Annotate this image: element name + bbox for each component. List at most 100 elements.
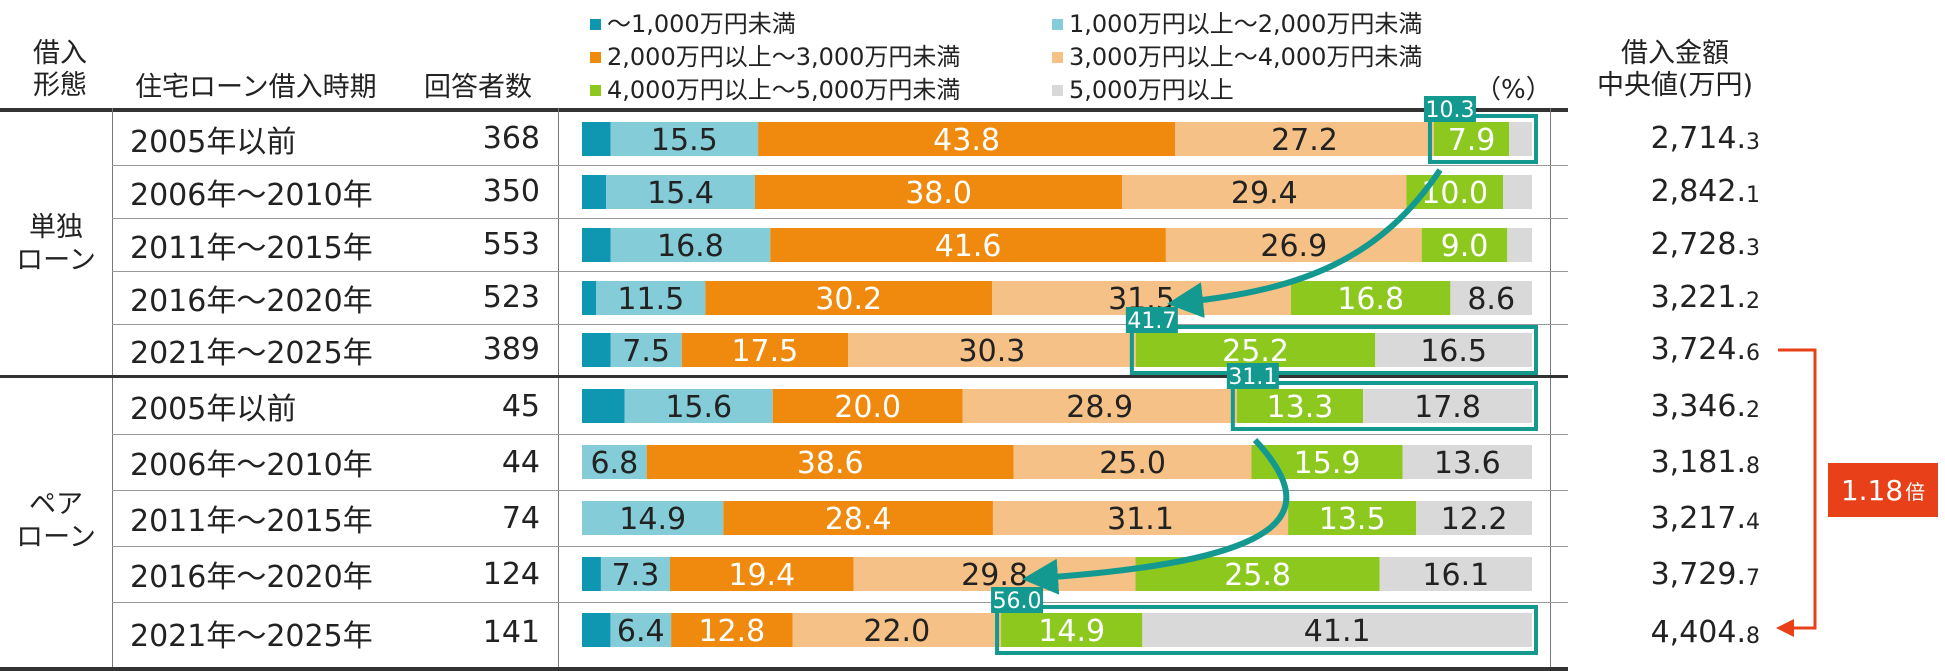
row-divider [112, 434, 1568, 435]
highlight-box [1427, 114, 1538, 164]
highlight-label: 31.1 [1228, 365, 1277, 390]
bar-label: 9.0 [1441, 229, 1489, 264]
bar-label: 29.4 [1231, 176, 1298, 211]
bar-segment [610, 228, 771, 262]
bar-label: 41.6 [935, 229, 1002, 264]
bar-label: 28.4 [825, 502, 892, 537]
bar-segment [1402, 445, 1532, 479]
bar-segment [754, 175, 1123, 209]
header-loan-type-line2: 形態 [33, 70, 87, 101]
bar-segment [1001, 613, 1143, 647]
header-loan-type-line1: 借入 [33, 38, 87, 69]
median-bracket [1776, 348, 1817, 637]
legend-label: 1,000万円以上～2,000万円未満 [1069, 10, 1423, 38]
bar-segment [992, 501, 1289, 535]
bar-label: 11.5 [617, 282, 684, 317]
bar-label: 12.8 [698, 614, 765, 649]
median-cell: 2,728. 3 [1560, 218, 1760, 271]
legend-swatch [1052, 85, 1063, 96]
legend-swatch [1052, 19, 1063, 30]
legend-item: 3,000万円以上～4,000万円未満 [1052, 43, 1422, 71]
highlight-tag [1226, 363, 1279, 389]
header-unit: （%） [1475, 75, 1552, 105]
bar-label: 13.3 [1267, 390, 1334, 425]
header-median-line2: 中央値(万円) [1596, 70, 1754, 101]
bar-segment [610, 613, 672, 647]
bar-segment [582, 333, 611, 367]
header-period: 住宅ローン借入時期 [135, 72, 377, 103]
bar-label: 17.5 [731, 334, 798, 369]
bar-label: 7.9 [1448, 123, 1496, 158]
median-decimal: 3 [1746, 130, 1760, 155]
period-cell: 2021年～2025年 [130, 618, 373, 654]
bar-segment [1288, 501, 1417, 535]
bar-segment [1142, 613, 1532, 647]
legend-item: 2,000万円以上～3,000万円未満 [590, 43, 960, 71]
row-divider [112, 218, 1568, 219]
highlight-label: 41.7 [1127, 309, 1176, 334]
median-main: 2,842. [1650, 174, 1746, 209]
bar-segment [596, 281, 706, 315]
bar-label: 19.4 [728, 558, 795, 593]
median-cell: 3,729. 7 [1560, 546, 1760, 602]
bar-label: 16.5 [1420, 334, 1487, 369]
legend-label: 3,000万円以上～4,000万円未満 [1069, 43, 1423, 71]
table-row: 2016年～2020年 523 3,221. 2 [0, 271, 1760, 324]
bar-label: 6.8 [590, 446, 638, 481]
row-divider [112, 546, 1568, 547]
bar-segment [1375, 333, 1532, 367]
table-row: 2011年～2015年 74 3,217. 4 [0, 490, 1760, 546]
header-respondents: 回答者数 [424, 72, 532, 103]
bar-segment [1363, 389, 1532, 423]
bar-segment [1433, 122, 1510, 156]
highlight-box [1129, 325, 1538, 375]
table-row: 2005年以前 45 3,346. 2 [0, 378, 1760, 434]
median-main: 3,221. [1650, 280, 1746, 315]
bar-label: 14.9 [619, 502, 686, 537]
bar-segment [1416, 501, 1532, 535]
legend-item: 5,000万円以上 [1052, 76, 1234, 104]
bar-label: 30.3 [959, 334, 1026, 369]
bar-segment [582, 175, 607, 209]
bar-segment [681, 333, 848, 367]
bar-segment [1503, 175, 1532, 209]
bar-segment [582, 501, 724, 535]
bar-segment [1122, 175, 1407, 209]
bar-segment [669, 557, 854, 591]
highlight-tag [1423, 96, 1476, 122]
bar-label: 38.0 [905, 176, 972, 211]
median-cell: 3,346. 2 [1560, 378, 1760, 434]
median-main: 2,714. [1650, 121, 1746, 156]
bar-segment [671, 613, 793, 647]
bar-label: 25.8 [1224, 558, 1291, 593]
period-cell: 2016年～2020年 [130, 560, 373, 595]
bar-label: 13.6 [1434, 446, 1501, 481]
bar-segment [723, 501, 993, 535]
table-row: 2016年～2020年 124 3,729. 7 [0, 546, 1760, 602]
bar-label: 15.6 [665, 390, 732, 425]
median-main: 3,729. [1650, 556, 1746, 592]
legend-item: 4,000万円以上～5,000万円未満 [590, 76, 960, 104]
median-main: 3,346. [1650, 388, 1746, 424]
median-decimal: 8 [1746, 624, 1760, 649]
legend-label: ～1,000万円未満 [607, 10, 796, 38]
bar-segment [582, 613, 611, 647]
respondents-cell: 45 [501, 388, 540, 424]
median-main: 3,724. [1650, 332, 1746, 367]
table-row: 2021年～2025年 141 4,404. 8 [0, 602, 1760, 663]
bar-label: 16.8 [1337, 282, 1404, 317]
legend-swatch [1052, 52, 1063, 63]
highlight-label: 56.0 [993, 589, 1042, 614]
median-cell: 3,221. 2 [1560, 271, 1760, 324]
median-cell: 3,724. 6 [1560, 324, 1760, 375]
median-main: 4,404. [1650, 615, 1746, 650]
bar-label: 16.1 [1422, 558, 1489, 593]
median-main: 3,217. [1650, 500, 1746, 536]
bar-segment [1290, 281, 1451, 315]
bar-segment [1450, 281, 1532, 315]
table-row: 2006年～2010年 44 3,181. 8 [0, 434, 1760, 490]
respondents-cell: 44 [501, 444, 540, 480]
bar-label: 31.1 [1107, 502, 1174, 537]
row-divider [112, 165, 1568, 166]
